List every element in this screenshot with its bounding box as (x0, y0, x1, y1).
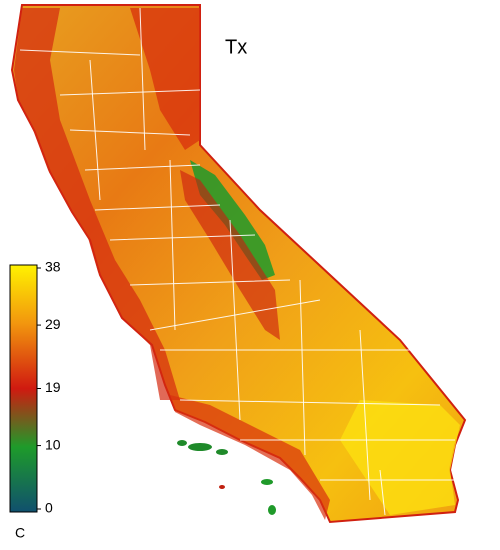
sierra-foothills (180, 170, 280, 340)
colorbar-tick-label: 19 (45, 379, 61, 395)
colorbar-bar (9, 264, 38, 513)
county-lines (19, 7, 460, 516)
channel-islands (177, 440, 276, 515)
southeast-desert (340, 400, 460, 515)
sierra-nevada (190, 160, 275, 280)
colorbar-unit: C (15, 525, 25, 541)
colorbar-tick-label: 29 (45, 316, 61, 332)
map-title: Tx (225, 36, 247, 58)
colorbar-tick-label: 0 (45, 500, 53, 516)
california-map (10, 4, 467, 524)
coast-range (14, 8, 180, 400)
colorbar: 0 10 19 29 38 (9, 259, 61, 516)
colorbar-tick-label: 38 (45, 259, 61, 275)
north-mountains (130, 8, 200, 150)
colorbar-tick-label: 10 (45, 436, 61, 452)
south-coast (170, 395, 330, 520)
